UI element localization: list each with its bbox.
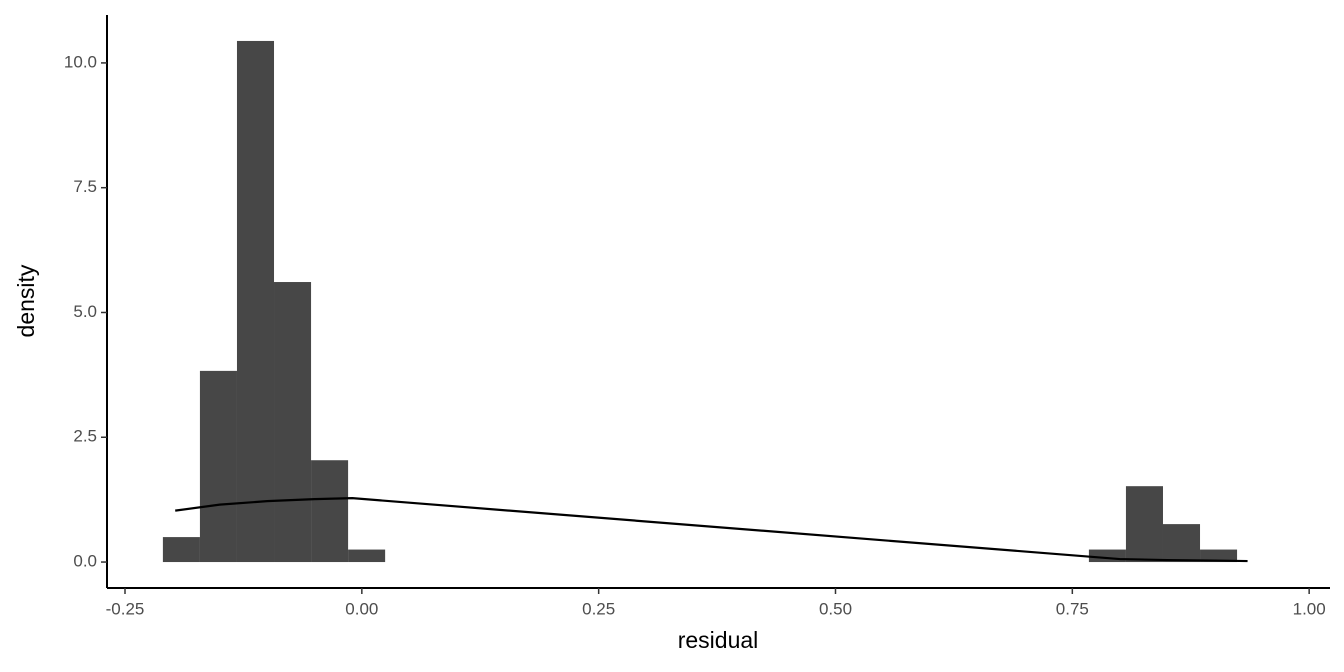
bar [274, 282, 312, 563]
density-line [175, 497, 1248, 563]
bar [199, 370, 237, 563]
y-tick-label: 10.0 [64, 52, 97, 71]
bar [162, 537, 200, 563]
y-tick-label: 7.5 [73, 177, 97, 196]
y-tick-label: 5.0 [73, 302, 97, 321]
x-axis-title: residual [678, 627, 759, 653]
y-tick-label: 2.5 [73, 427, 97, 446]
x-tick-label: 0.75 [1056, 599, 1089, 618]
bar [236, 40, 275, 563]
x-tick-label: 0.00 [345, 599, 378, 618]
bar [1125, 486, 1163, 563]
x-tick-label: 1.00 [1293, 599, 1326, 618]
x-tick-label: -0.25 [106, 599, 145, 618]
y-tick-label: 0.0 [73, 552, 97, 571]
bar [348, 549, 386, 563]
y-axis-title: density [13, 264, 39, 337]
bar [1200, 549, 1238, 563]
bar [1162, 524, 1201, 563]
x-tick-label: 0.25 [582, 599, 615, 618]
x-tick-label: 0.50 [819, 599, 852, 618]
bar [1088, 549, 1126, 563]
bar [311, 460, 349, 563]
